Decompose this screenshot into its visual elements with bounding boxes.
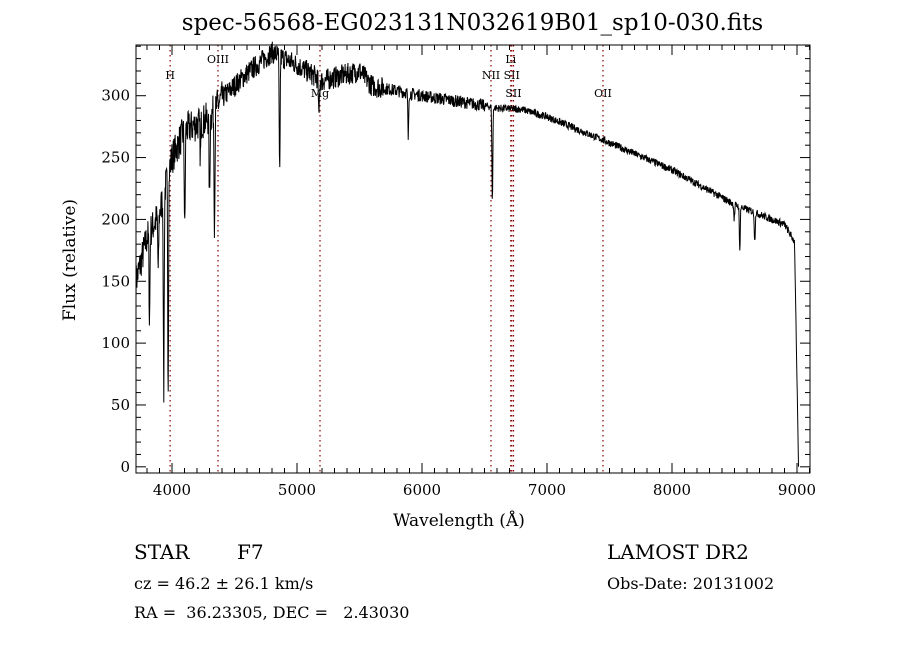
- chart-title: spec-56568-EG023131N032619B01_sp10-030.f…: [181, 10, 764, 36]
- survey-name: LAMOST DR2: [607, 540, 749, 564]
- obs-date: Obs-Date: 20131002: [607, 574, 775, 593]
- redshift: cz = 46.2 ± 26.1 km/s: [134, 574, 314, 593]
- line-marker-label-6: SII: [505, 87, 521, 100]
- x-tick-label: 9000: [778, 481, 816, 499]
- line-marker-label-7: OII: [594, 87, 612, 100]
- x-tick-label: 6000: [403, 481, 441, 499]
- x-tick-label: 4000: [153, 481, 191, 499]
- x-tick-label: 7000: [528, 481, 566, 499]
- line-marker-label-5: SII: [504, 69, 520, 82]
- subclass: F7: [237, 540, 264, 564]
- line-marker-label-3: NII: [482, 69, 500, 82]
- y-tick-label: 150: [101, 272, 130, 290]
- coordinates: RA = 36.23305, DEC = 2.43030: [134, 603, 410, 622]
- line-marker-label-4: Li: [505, 53, 516, 66]
- line-marker-label-1: OIII: [207, 53, 229, 66]
- x-axis-label: Wavelength (Å): [393, 511, 525, 531]
- y-tick-label: 50: [111, 396, 130, 414]
- x-tick-label: 8000: [653, 481, 691, 499]
- y-tick-label: 200: [101, 210, 130, 228]
- x-tick-label: 5000: [278, 481, 316, 499]
- y-tick-label: 250: [101, 149, 130, 167]
- y-tick-label: 0: [120, 458, 130, 476]
- line-marker-label-0: H: [165, 69, 175, 82]
- object-class: STAR: [134, 540, 190, 564]
- plot-frame: [135, 44, 811, 474]
- y-axis-label: Flux (relative): [60, 198, 80, 322]
- spectrum-line: [135, 41, 799, 467]
- y-tick-label: 300: [101, 87, 130, 105]
- y-tick-label: 100: [101, 334, 130, 352]
